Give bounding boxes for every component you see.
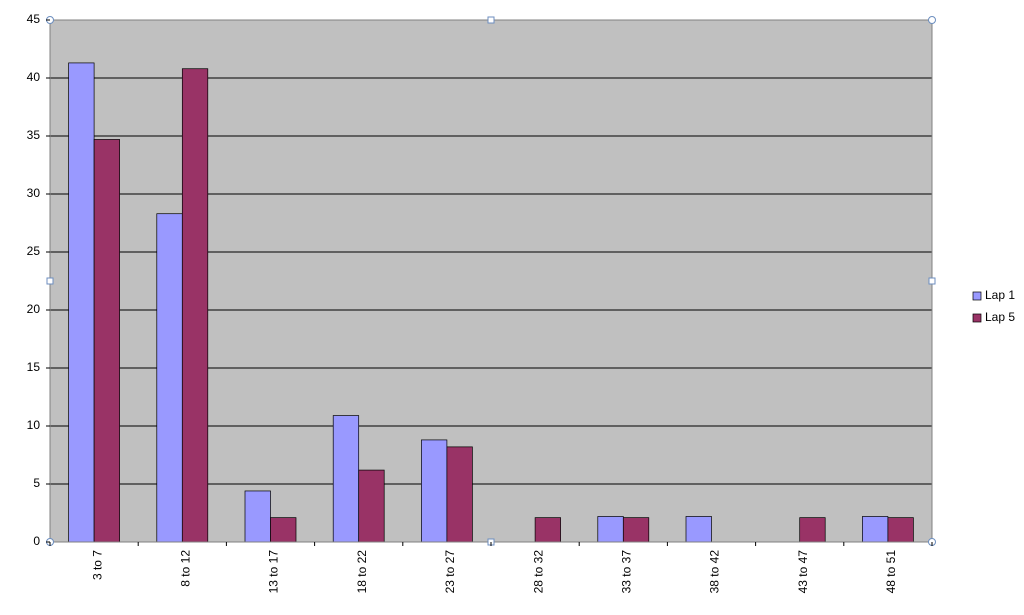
x-tick-label: 48 to 51 <box>884 550 898 594</box>
legend-swatch <box>972 291 982 301</box>
y-tick-label: 35 <box>27 128 41 142</box>
x-tick-label: 3 to 7 <box>90 550 104 580</box>
y-tick-label: 20 <box>27 302 41 316</box>
bar <box>156 213 183 543</box>
selection-handle <box>46 277 54 285</box>
bar <box>244 490 271 543</box>
bar <box>622 517 650 543</box>
bar <box>68 62 95 543</box>
bar <box>332 415 360 543</box>
bar <box>446 446 473 543</box>
selection-handle <box>928 16 936 24</box>
bar <box>597 516 624 543</box>
y-tick-label: 15 <box>27 360 41 374</box>
bar <box>534 517 561 543</box>
x-tick-label: 18 to 22 <box>355 550 369 594</box>
x-tick-label: 8 to 12 <box>178 550 192 587</box>
selection-handle <box>487 16 495 24</box>
legend-swatch <box>972 313 982 323</box>
legend-label: Lap 1 <box>985 288 1015 302</box>
x-tick-label: 38 to 42 <box>708 550 722 594</box>
y-tick-label: 45 <box>27 12 41 26</box>
bar <box>862 516 889 543</box>
legend-label: Lap 5 <box>985 310 1015 324</box>
x-tick-label: 23 to 27 <box>443 550 457 594</box>
x-tick-label: 33 to 37 <box>619 550 633 594</box>
bar <box>181 68 209 543</box>
bar <box>270 517 297 543</box>
x-tick-label: 28 to 32 <box>531 550 545 594</box>
x-tick-label: 13 to 17 <box>267 550 281 594</box>
x-tick-label: 43 to 47 <box>796 550 810 594</box>
bar <box>421 439 448 543</box>
bar <box>358 469 385 543</box>
bar <box>799 517 826 543</box>
y-tick-label: 30 <box>27 186 41 200</box>
bar <box>93 139 120 543</box>
selection-handle <box>928 277 936 285</box>
bar <box>685 516 712 543</box>
y-tick-label: 40 <box>27 70 41 84</box>
y-tick-label: 25 <box>27 244 41 258</box>
y-tick-label: 5 <box>33 476 40 490</box>
y-tick-label: 10 <box>27 418 41 432</box>
y-tick-label: 0 <box>33 534 40 548</box>
bar <box>887 517 914 543</box>
